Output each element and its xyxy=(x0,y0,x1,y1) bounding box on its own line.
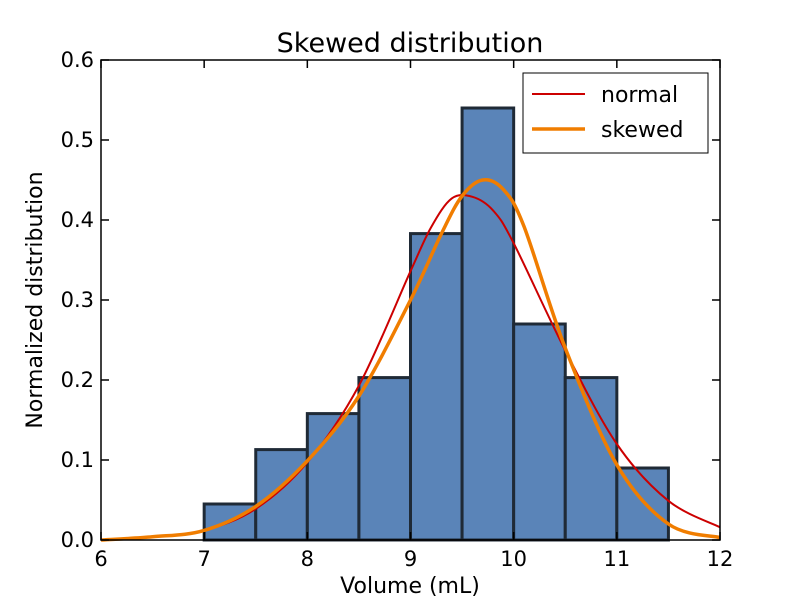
curve-lines xyxy=(100,178,721,542)
y-tick-label: 0.5 xyxy=(61,128,94,152)
histogram-bar xyxy=(305,412,361,542)
series-line-skewed xyxy=(100,178,721,542)
chart-title: Skewed distribution xyxy=(277,28,544,59)
x-tick-label: 8 xyxy=(301,547,314,571)
y-axis-label: Normalized distribution xyxy=(23,171,48,428)
x-tick-label: 9 xyxy=(404,547,417,571)
histogram-bar xyxy=(512,322,567,542)
series-line-normal xyxy=(100,193,721,541)
x-axis-label: Volume (mL) xyxy=(340,574,480,599)
x-tick-label: 12 xyxy=(707,547,734,571)
histogram-bar xyxy=(357,376,412,542)
y-tick-label: 0.3 xyxy=(61,288,94,312)
histogram-bar xyxy=(563,376,619,542)
x-tick-label: 11 xyxy=(603,547,630,571)
legend-label-skewed: skewed xyxy=(601,118,683,143)
axis-ticks: 6 7 8 9 10 11 12 0.0 0.1 0.2 0.3 0.4 0.5 0.6 xyxy=(61,48,734,571)
x-tick-label: 6 xyxy=(94,547,107,571)
histogram-bar xyxy=(409,232,464,542)
y-tick-label: 0.2 xyxy=(61,368,94,392)
y-tick-label: 0.1 xyxy=(61,448,94,472)
y-tick-label: 0.6 xyxy=(61,48,94,72)
y-tick-label: 0.0 xyxy=(61,528,94,552)
x-tick-label: 7 xyxy=(197,547,210,571)
legend-box xyxy=(522,72,709,154)
legend: normal skewed xyxy=(522,72,709,154)
y-tick-label: 0.4 xyxy=(61,208,94,232)
histogram-bar xyxy=(460,106,516,542)
legend-label-normal: normal xyxy=(601,83,678,108)
x-tick-label: 10 xyxy=(500,547,527,571)
histogram-bar xyxy=(254,448,309,542)
